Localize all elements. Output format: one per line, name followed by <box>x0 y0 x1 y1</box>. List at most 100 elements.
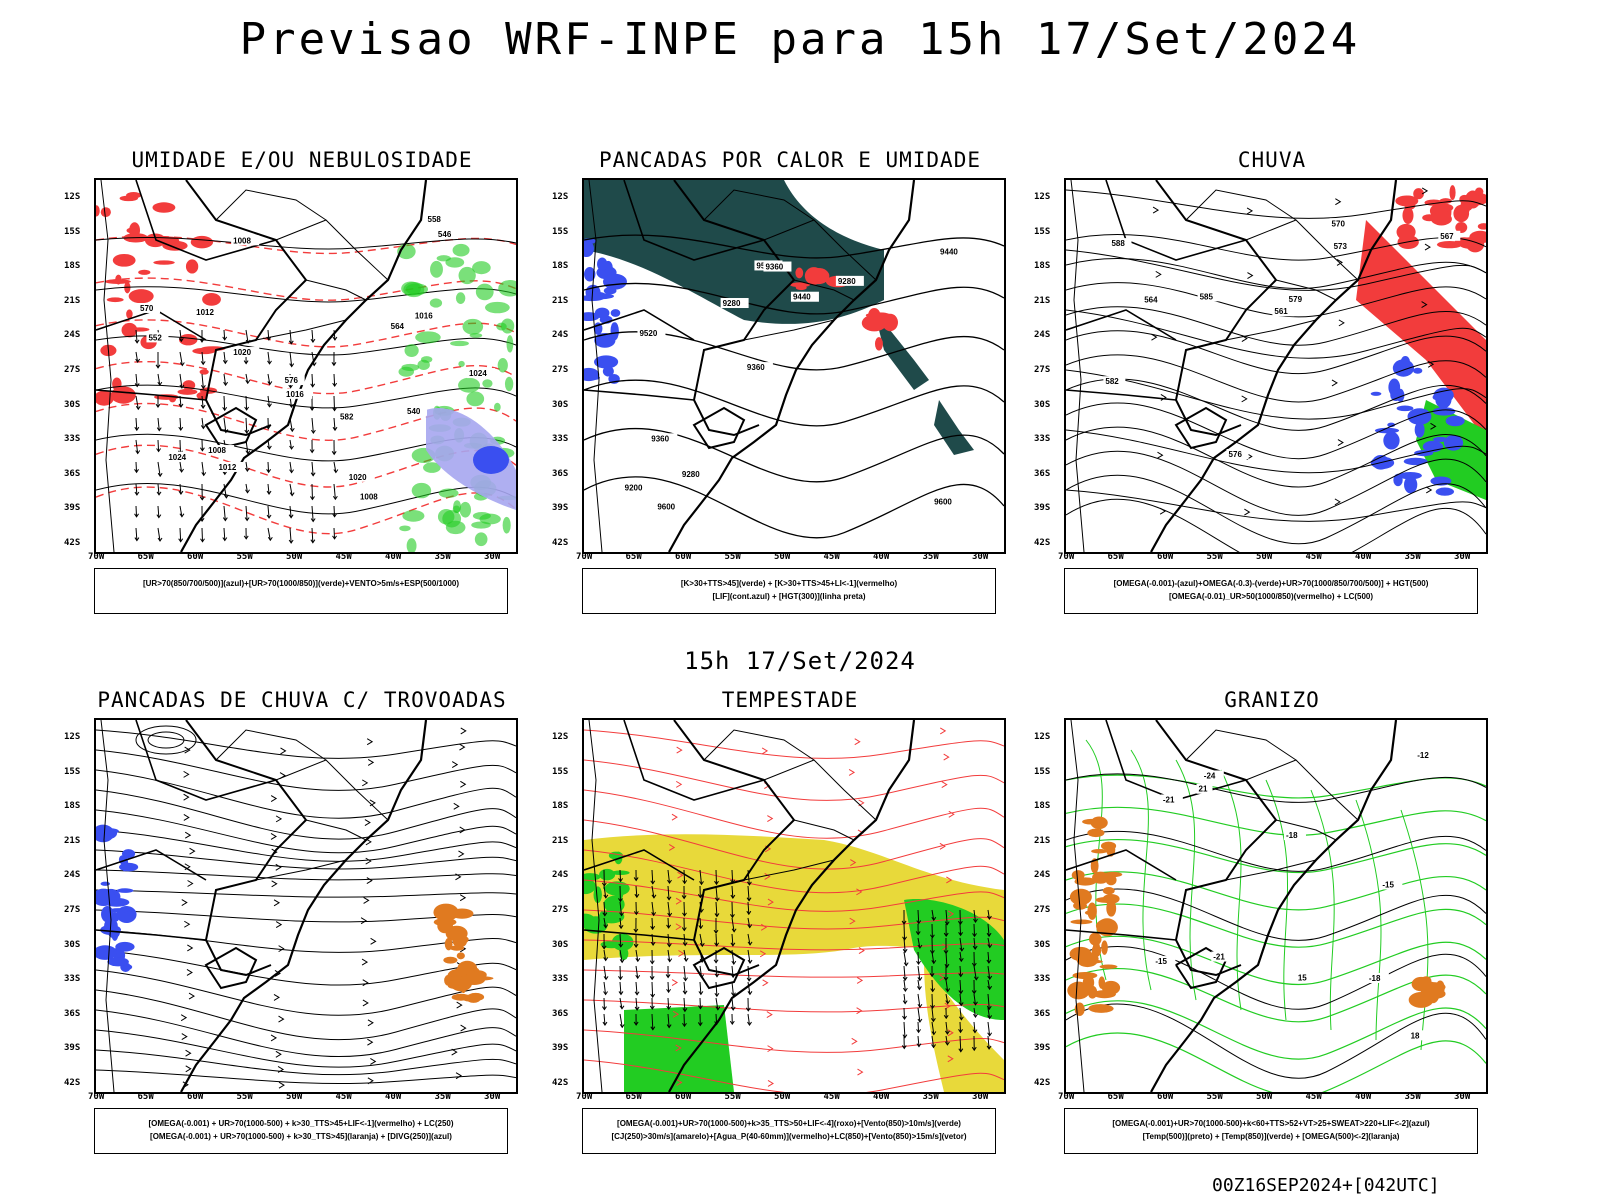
wind-vector-head <box>958 973 964 978</box>
green-humidity-area <box>429 298 443 308</box>
lat-tick-label: 27S <box>1034 365 1051 375</box>
lon-tick-label: 40W <box>1355 552 1372 562</box>
lat-tick-label: 21S <box>64 835 81 846</box>
streamline-arrow <box>361 958 369 966</box>
green-humidity-area <box>475 283 494 301</box>
wind-vector <box>311 461 314 476</box>
wind-vector-head <box>987 1015 993 1020</box>
wind-vector-head <box>200 361 206 366</box>
contour-label: 570 <box>1332 219 1346 228</box>
lon-tick-label: 30W <box>972 552 989 562</box>
contour-label: -18 <box>1369 974 1381 983</box>
lon-tick-label: 30W <box>972 1092 989 1102</box>
streamline <box>96 989 516 1041</box>
blue-lif-contour <box>603 287 617 295</box>
blue-lif-contour <box>584 240 594 258</box>
wind-vector-head <box>332 535 337 540</box>
wind-vector <box>945 979 949 992</box>
orange-omega-area <box>1071 870 1085 880</box>
wind-vector-head <box>945 1041 950 1046</box>
lat-tick-label: 18S <box>1034 801 1051 812</box>
panel-title: GRANIZO <box>1224 688 1320 712</box>
streamline <box>96 909 516 923</box>
state-border <box>1185 189 1359 341</box>
wind-vector-head <box>902 1000 908 1005</box>
blue-lif-contour <box>594 332 616 348</box>
legend-line: [K>30+TTS>45](verde) + [K>30+TTS>45+LI<-… <box>680 579 898 588</box>
orange-omega-area <box>1089 932 1102 946</box>
contour-line <box>1066 830 1486 872</box>
contour-label-bg <box>744 362 773 373</box>
wind-vector-head <box>602 912 608 917</box>
teal-convective-area <box>584 180 884 324</box>
wind-vector <box>267 527 271 541</box>
contour-label-bg <box>1329 218 1352 229</box>
wind-vector <box>973 965 977 980</box>
streamline-arrow <box>361 779 369 787</box>
streamline-arrow <box>851 1037 858 1045</box>
red-contour-blob <box>119 195 138 202</box>
wind-vector-head <box>135 450 141 455</box>
wind-vector <box>179 351 183 366</box>
red-contour-blob <box>196 392 208 400</box>
streamline <box>96 1029 516 1068</box>
streamline-arrow <box>456 1001 463 1009</box>
lon-tick-label: 70W <box>88 552 105 562</box>
wind-vector-head <box>245 450 251 455</box>
wind-vector-head <box>729 1020 735 1026</box>
contour-label-bg <box>763 261 792 272</box>
wind-vector <box>667 1013 670 1028</box>
wind-vector-head <box>699 881 704 886</box>
wind-vector-head <box>134 513 139 518</box>
green-humidity-area <box>479 513 501 525</box>
contour-line <box>96 486 516 535</box>
wind-vector-head <box>916 960 921 966</box>
wind-vector <box>603 981 607 995</box>
contour-label: 9280 <box>682 470 700 479</box>
panel-title: CHUVA <box>1237 148 1307 172</box>
wind-vector <box>333 461 337 473</box>
wind-vector <box>731 885 734 899</box>
lat-tick-label: 15S <box>64 226 81 237</box>
wind-vector-head <box>222 517 228 522</box>
wind-vector-head <box>931 1044 936 1049</box>
orange-omega-area <box>1074 877 1097 886</box>
country-border <box>1155 720 1278 977</box>
wind-vector-head <box>634 893 640 899</box>
streamline-arrow <box>459 826 466 834</box>
streamline <box>1066 249 1486 291</box>
lon-tick-label: 45W <box>823 552 840 562</box>
panel-legend: [OMEGA(-0.001)-(azul)+OMEGA(-0.3)-(verde… <box>1064 568 1478 614</box>
contour-label-bg <box>231 347 260 358</box>
streamline-arrow <box>367 758 375 766</box>
wind-vector-head <box>746 897 752 902</box>
andes-border <box>100 180 115 552</box>
lon-tick-label: 60W <box>675 552 692 562</box>
contour-line <box>1066 282 1486 318</box>
wind-vector <box>959 951 962 962</box>
andes-border <box>100 720 115 1092</box>
lon-tick-label: 35W <box>434 552 451 562</box>
streamline-arrow <box>675 923 682 931</box>
wind-vector <box>973 993 976 1005</box>
wind-vector <box>267 329 270 340</box>
lat-tick-label: 42S <box>552 1078 569 1088</box>
streamline <box>147 731 185 749</box>
lat-tick-label: 18S <box>64 261 81 272</box>
wind-vector <box>157 439 160 452</box>
wind-vector <box>945 951 948 968</box>
wind-vector <box>973 1007 976 1018</box>
wind-vector-head <box>288 514 294 519</box>
streamline-arrow <box>183 770 190 778</box>
red-rain-area <box>1402 206 1414 224</box>
orange-omega-area <box>1087 828 1105 838</box>
wind-vector <box>973 1021 976 1033</box>
lat-tick-label: 30S <box>64 939 81 950</box>
streamline <box>1066 489 1486 522</box>
streamline <box>96 889 516 898</box>
contour-label: 9280 <box>723 299 741 308</box>
uruguay-border <box>692 946 746 990</box>
lon-tick-label: 70W <box>576 1092 593 1102</box>
wind-vector <box>987 937 991 948</box>
streamline-arrow <box>1425 486 1433 494</box>
